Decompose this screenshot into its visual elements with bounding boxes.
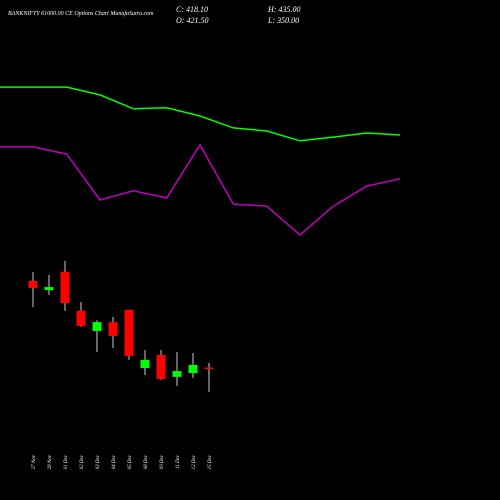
x-tick-label: 15 Dec	[208, 454, 213, 469]
ohlc-stat: L: 350.00	[267, 16, 299, 25]
candle-body	[188, 364, 198, 374]
indicator-line	[0, 143, 401, 236]
candle-body	[140, 359, 150, 369]
candle-body	[44, 287, 54, 291]
candle-body	[108, 322, 118, 337]
candle-body	[204, 367, 214, 370]
x-tick-label: 11 Dec	[176, 454, 181, 469]
candle-body	[28, 280, 38, 289]
x-tick-label: 12 Dec	[192, 454, 197, 469]
ohlc-stat: C: 418.10	[176, 5, 208, 14]
x-tick-label: 04 Dec	[112, 454, 117, 469]
x-tick-label: 05 Dec	[128, 454, 133, 469]
x-tick-label: 03 Dec	[96, 454, 101, 469]
indicator-line	[0, 86, 401, 142]
x-tick-label: 08 Dec	[144, 454, 149, 469]
x-tick-label: 01 Dec	[64, 454, 69, 469]
x-tick-label: 28 Nov	[48, 454, 53, 469]
x-tick-label: 27 Nov	[32, 454, 37, 469]
candle-body	[92, 322, 102, 331]
candle-body	[76, 310, 86, 326]
chart-title: BANKNIFTY 61000.00 CE Options Chart Muna…	[8, 10, 154, 17]
candle-body	[156, 355, 166, 379]
ohlc-stat: O: 421.50	[176, 16, 208, 25]
x-tick-label: 09 Dec	[160, 454, 165, 469]
candle-body	[60, 271, 70, 304]
candle-body	[172, 371, 182, 377]
ohlc-stat: H: 435.00	[267, 5, 300, 14]
candle-body	[124, 309, 134, 357]
x-tick-label: 02 Dec	[80, 454, 85, 469]
